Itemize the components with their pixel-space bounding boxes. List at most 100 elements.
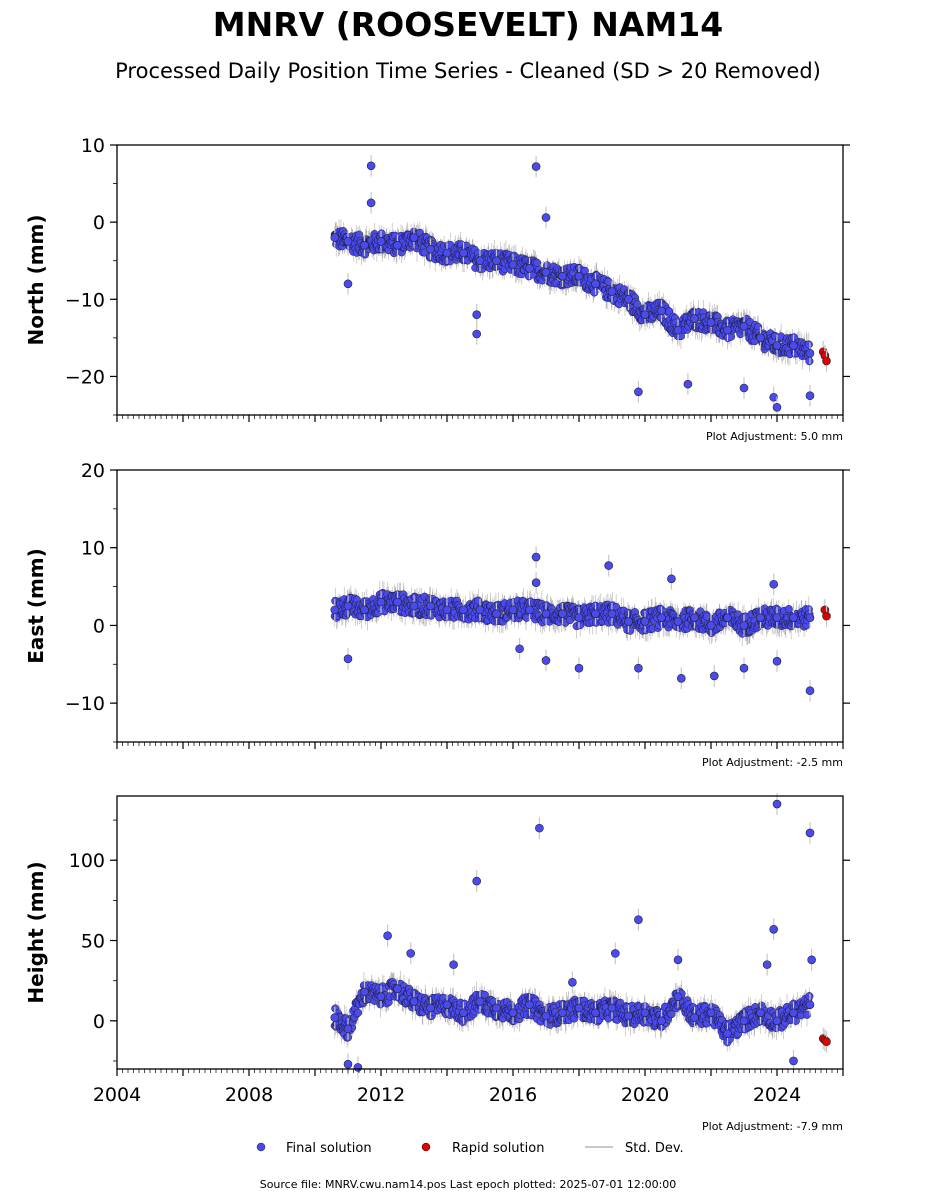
rapid-point-north — [822, 356, 831, 366]
final-point-east — [789, 613, 798, 622]
ytick-label-east: 0 — [93, 615, 105, 637]
ytick-label-east: 20 — [81, 460, 105, 482]
final-point-north — [805, 348, 815, 358]
final-point-north — [508, 260, 518, 269]
final-point-east — [409, 601, 419, 611]
final-point-north — [772, 341, 782, 350]
final-point-east — [343, 601, 353, 611]
final-point-east — [772, 656, 782, 666]
dense-scatter-north — [330, 218, 814, 373]
final-point-east — [805, 686, 815, 696]
ytick-label-east: −10 — [65, 693, 105, 715]
plot-adjustment-east: Plot Adjustment: -2.5 mm — [702, 756, 843, 769]
panel-east: 20 10 0 −10 East (mm) Plot Adjustment: -2.5 m… — [24, 460, 850, 769]
final-point-east — [492, 609, 501, 619]
final-point-east — [634, 663, 643, 673]
final-point-east — [640, 617, 650, 626]
final-point-east — [769, 579, 779, 589]
final-point-east — [525, 605, 534, 615]
axes-frame-north — [116, 144, 844, 416]
final-point-north — [640, 310, 650, 320]
final-point-north — [472, 329, 482, 339]
final-point-north — [558, 271, 567, 281]
final-point-north — [739, 321, 749, 331]
panel-north: 10 0 −10 −20 North (mm) Plot Adjustment: 5.0 … — [24, 135, 850, 443]
final-point-east — [574, 663, 584, 673]
data-point-height — [353, 1008, 363, 1017]
final-point-north — [442, 248, 452, 258]
final-point-east — [531, 552, 541, 562]
final-point-north — [492, 256, 501, 266]
final-point-east — [426, 601, 435, 611]
final-point-north — [541, 267, 551, 277]
final-point-north — [343, 279, 353, 289]
final-point-north — [459, 248, 468, 258]
final-point-north — [673, 325, 683, 335]
final-point-east — [531, 578, 541, 587]
final-point-east — [756, 613, 765, 622]
final-point-east — [574, 613, 584, 622]
final-point-north — [531, 162, 541, 171]
final-point-north — [360, 240, 369, 250]
final-point-north — [624, 294, 633, 304]
final-point-north — [591, 279, 600, 289]
final-point-east — [475, 605, 485, 615]
plot-adjustment-north: Plot Adjustment: 5.0 mm — [706, 430, 843, 443]
final-point-north — [330, 233, 340, 242]
final-point-east — [604, 561, 614, 570]
final-point-east — [739, 621, 749, 630]
final-point-east — [772, 613, 782, 622]
final-point-east — [442, 605, 452, 615]
final-point-east — [459, 605, 468, 615]
final-point-east — [330, 605, 340, 615]
final-point-east — [393, 597, 402, 607]
final-point-north — [683, 379, 693, 389]
ytick-label-north: 0 — [93, 212, 105, 234]
final-point-north — [756, 333, 765, 343]
final-point-east — [667, 574, 676, 584]
final-point-east — [515, 644, 524, 654]
ytick-label-north: −10 — [65, 289, 105, 311]
final-point-north — [525, 264, 534, 273]
final-point-east — [690, 613, 699, 622]
final-point-east — [805, 613, 815, 622]
final-point-north — [634, 387, 643, 397]
data-point-height — [667, 1010, 676, 1019]
ytick-label-north: 10 — [81, 135, 105, 157]
final-point-east — [360, 605, 369, 615]
final-point-east — [343, 654, 353, 664]
chart-subtitle: Processed Daily Position Time Series - C… — [115, 59, 821, 83]
final-point-east — [558, 609, 567, 619]
final-point-east — [739, 663, 749, 673]
final-point-north — [409, 233, 419, 242]
final-point-east — [676, 673, 686, 683]
final-point-north — [706, 318, 716, 327]
final-point-north — [541, 213, 551, 222]
final-point-north — [366, 161, 376, 171]
final-point-north — [376, 237, 386, 246]
final-point-north — [769, 392, 779, 402]
final-point-east — [657, 613, 666, 622]
final-point-north — [789, 341, 798, 350]
chart-title: MNRV (ROOSEVELT) NAM14 — [213, 5, 723, 44]
final-point-east — [673, 617, 683, 626]
final-point-east — [607, 609, 617, 619]
final-point-north — [739, 383, 749, 393]
panels-group: 10 0 −10 −20 North (mm) Plot Adjustment: 5.0 … — [24, 135, 850, 1133]
final-point-east — [376, 597, 386, 607]
final-point-east — [541, 656, 551, 665]
final-point-north — [607, 287, 617, 296]
final-point-north — [805, 391, 815, 401]
final-point-east — [709, 671, 719, 681]
final-point-north — [657, 306, 666, 316]
final-point-north — [475, 256, 485, 266]
ylabel-north: North (mm) — [24, 214, 48, 345]
ytick-label-east: 10 — [81, 538, 105, 560]
final-point-north — [366, 198, 376, 208]
final-point-east — [591, 609, 600, 619]
final-point-north — [343, 237, 353, 246]
final-point-north — [723, 325, 732, 335]
final-point-north — [472, 310, 482, 320]
